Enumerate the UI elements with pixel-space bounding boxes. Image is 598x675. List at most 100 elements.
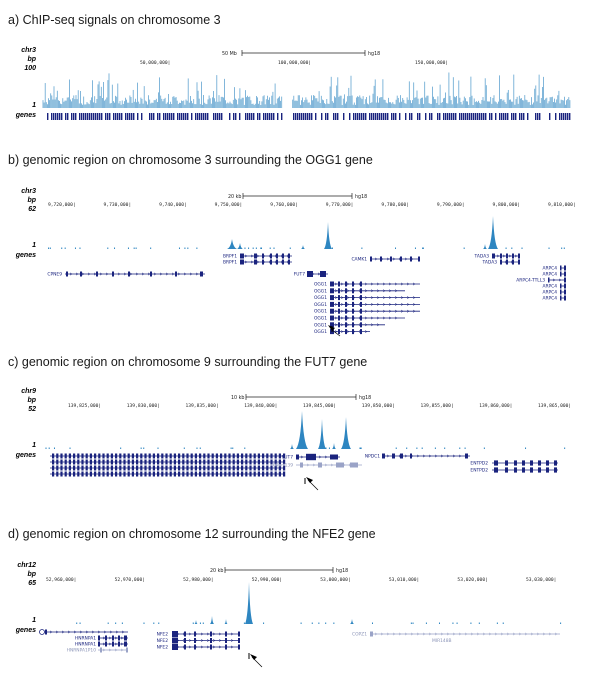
gene-block bbox=[157, 113, 159, 120]
gene-block bbox=[113, 113, 115, 120]
exon bbox=[211, 471, 214, 477]
exon bbox=[225, 644, 227, 650]
exon bbox=[148, 465, 151, 471]
exon bbox=[238, 644, 240, 650]
gene-block bbox=[519, 113, 521, 120]
tick-label: 52,970,000| bbox=[115, 577, 145, 583]
gene-block bbox=[501, 113, 503, 120]
exon bbox=[236, 465, 239, 471]
gene-block bbox=[85, 113, 87, 120]
gene-block bbox=[355, 113, 357, 120]
exon bbox=[564, 277, 566, 283]
exon bbox=[494, 467, 498, 473]
exon bbox=[136, 471, 139, 477]
exon bbox=[330, 315, 334, 321]
exon bbox=[186, 465, 189, 471]
gene-block bbox=[179, 113, 181, 120]
gene-block bbox=[473, 113, 475, 120]
ymax-label: 62 bbox=[28, 206, 36, 213]
arrow-icon bbox=[306, 477, 313, 483]
gene-block bbox=[65, 113, 67, 120]
exon bbox=[554, 460, 557, 466]
exon bbox=[161, 471, 164, 477]
panel-c: c) genomic region on chromosome 9 surrou… bbox=[0, 352, 598, 512]
exon bbox=[465, 453, 468, 459]
gene-block bbox=[127, 113, 129, 120]
gene-block bbox=[511, 113, 513, 120]
gene-block bbox=[561, 113, 563, 120]
exon bbox=[169, 459, 172, 465]
gene-block bbox=[253, 113, 255, 120]
exon bbox=[220, 471, 223, 477]
exon bbox=[123, 453, 126, 459]
exon bbox=[64, 465, 67, 471]
gene-block bbox=[101, 113, 103, 120]
gene-block bbox=[73, 113, 75, 120]
exon bbox=[131, 465, 134, 471]
exon bbox=[144, 471, 147, 477]
scale-text: 20 kb bbox=[210, 568, 223, 574]
gene-block bbox=[83, 113, 85, 120]
assembly-text: hg18 bbox=[368, 51, 380, 57]
exon bbox=[165, 471, 168, 477]
gene-label: ENTPD2 bbox=[470, 468, 488, 474]
gene-block bbox=[393, 113, 395, 120]
gene-block bbox=[417, 113, 419, 120]
arrow-icon bbox=[328, 325, 335, 331]
exon bbox=[330, 295, 334, 301]
exon bbox=[60, 465, 63, 471]
exon bbox=[68, 453, 71, 459]
gene-block bbox=[51, 113, 53, 120]
exon bbox=[224, 459, 227, 465]
gene-block bbox=[119, 113, 121, 120]
tick-label: 139,845,000| bbox=[303, 403, 336, 409]
gene-label: BRPF1 bbox=[223, 254, 237, 260]
gene-block bbox=[131, 113, 133, 120]
exon bbox=[178, 453, 181, 459]
exon bbox=[157, 459, 160, 465]
tick-label: 139,830,000| bbox=[127, 403, 160, 409]
signal-peak bbox=[296, 411, 308, 449]
exon bbox=[224, 471, 227, 477]
signal-track bbox=[42, 72, 571, 108]
exon bbox=[136, 465, 139, 471]
exon bbox=[211, 459, 214, 465]
gene-block bbox=[159, 113, 161, 120]
exon bbox=[330, 454, 338, 460]
signal-peak bbox=[290, 444, 294, 449]
gene-label: OGG1 bbox=[314, 322, 327, 328]
gene-block bbox=[491, 113, 493, 120]
exon bbox=[257, 471, 260, 477]
gene-block bbox=[153, 113, 155, 120]
exon bbox=[232, 453, 235, 459]
ymin-label: 1 bbox=[32, 617, 36, 624]
panel-d-track: 20 kb hg18 52,960,000| 52,970,000| 52,980,… bbox=[39, 567, 562, 668]
exon bbox=[124, 635, 127, 641]
exon bbox=[194, 638, 196, 643]
gene-block bbox=[105, 113, 107, 120]
panel-b-title: b) genomic region on chromosome 3 surrou… bbox=[8, 153, 373, 167]
exon bbox=[148, 471, 151, 477]
exon bbox=[254, 259, 257, 265]
gene-block bbox=[277, 113, 279, 120]
exon bbox=[262, 465, 265, 471]
exon bbox=[288, 259, 290, 265]
gene-block bbox=[515, 113, 517, 120]
exon bbox=[392, 453, 395, 459]
signal-peak bbox=[210, 616, 214, 624]
gene-block bbox=[295, 113, 297, 120]
exon bbox=[245, 465, 248, 471]
genes-label: genes bbox=[15, 627, 36, 634]
gene-block bbox=[489, 113, 491, 120]
tick-label: 53,020,000| bbox=[457, 577, 487, 583]
exon bbox=[118, 641, 120, 647]
gene-block bbox=[371, 113, 373, 120]
exon bbox=[245, 453, 248, 459]
exon bbox=[85, 465, 88, 471]
exon bbox=[102, 453, 105, 459]
exon bbox=[194, 453, 197, 459]
exon bbox=[203, 459, 206, 465]
exon bbox=[119, 459, 122, 465]
exon bbox=[203, 471, 206, 477]
exon bbox=[199, 471, 202, 477]
